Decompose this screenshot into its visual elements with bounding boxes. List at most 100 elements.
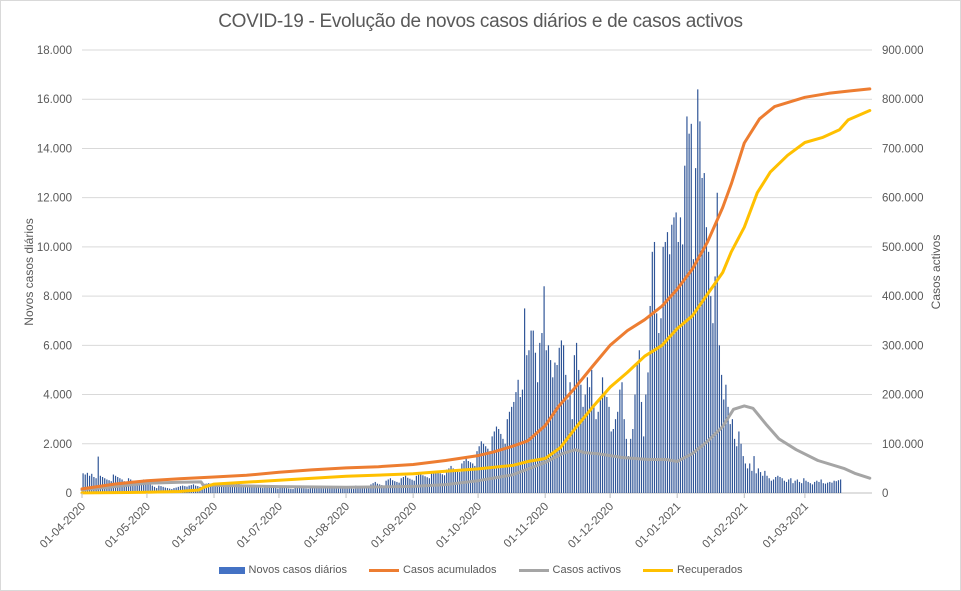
bar-novos-casos [627,456,630,493]
bar-novos-casos [790,478,792,493]
bar-novos-casos [472,463,474,493]
bar-novos-casos [794,480,796,493]
bar-novos-casos [621,382,623,493]
bar-novos-casos [84,474,86,493]
bar-novos-casos [660,318,662,493]
bar-novos-casos [82,473,84,493]
bar-novos-casos [749,463,751,493]
y-tick-label: 16.000 [37,94,72,106]
bar-novos-casos [554,362,556,493]
bar-novos-casos [671,224,673,493]
bar-novos-casos [738,431,740,493]
bar-novos-casos [324,486,327,493]
legend-item: Novos casos diários [218,564,347,576]
bar-novos-casos [439,473,441,493]
bar-novos-casos [190,485,192,493]
bar-novos-casos [775,477,777,493]
bar-novos-casos [294,486,296,493]
bar-novos-casos [578,369,580,493]
bar-novos-casos [158,485,160,493]
bar-novos-casos [435,470,437,493]
bar-novos-casos [136,483,138,493]
bar-novos-casos [316,487,318,493]
bar-novos-casos [777,475,779,493]
bar-novos-casos [255,486,257,493]
bar-novos-casos [744,463,746,493]
bar-novos-casos [792,483,794,493]
bar-novos-casos [658,333,660,493]
bar-novos-casos [379,484,381,493]
y2-tick-label: 500.000 [882,242,924,254]
bar-novos-casos [218,484,221,493]
bar-novos-casos [236,483,238,493]
bar-novos-casos [162,486,164,493]
bar-novos-casos [149,484,151,493]
bar-novos-casos [99,475,101,493]
bar-novos-casos [140,484,143,493]
bar-novos-casos [233,484,236,493]
bar-novos-casos [452,468,454,493]
bar-novos-casos [703,173,705,494]
bar-novos-casos [617,411,619,493]
bar-novos-casos [539,342,541,493]
bar-novos-casos [781,478,783,493]
bar-novos-casos [123,481,125,493]
bar-novos-casos [682,244,684,493]
bar-novos-casos [690,123,692,493]
bar-novos-casos [513,401,515,493]
bar-novos-casos [203,485,205,493]
bar-novos-casos [835,481,837,493]
line-series [80,87,872,495]
bar-novos-casos [272,487,275,493]
bar-novos-casos [714,276,716,493]
y-tick-label: 2.000 [43,439,72,451]
bar-novos-casos [567,399,569,493]
y2-tick-label: 900.000 [882,45,924,57]
y2-tick-label: 700.000 [882,143,924,155]
legend-label: Novos casos diários [248,564,347,576]
bar-novos-casos [610,431,612,493]
x-tick-label: 01-04-2020 [38,501,88,551]
legend-label: Casos acumulados [402,564,497,576]
bar-novos-casos [281,487,283,493]
bar-novos-casos [811,484,814,493]
bar-novos-casos [805,480,807,493]
bar-novos-casos [705,227,708,493]
y-tick-label: 12.000 [37,193,72,205]
bar-novos-casos [240,484,242,493]
bar-novos-casos [560,340,563,493]
bar-novos-casos [309,488,311,493]
bar-novos-casos [463,461,465,493]
bar-novos-casos [524,308,526,493]
bar-novos-casos [582,406,584,493]
x-tick-label: 01-07-2020 [235,501,285,551]
y2-tick-label: 100.000 [882,439,924,451]
y2-tick-label: 200.000 [882,390,924,402]
bar-novos-casos [591,369,593,493]
y2-tick-label: 800.000 [882,94,924,106]
bar-novos-casos [768,478,770,493]
bar-novos-casos [766,475,768,493]
bar-novos-casos [753,456,755,493]
bar-novos-casos [556,365,558,493]
bar-novos-casos [446,469,448,493]
bar-novos-casos [179,486,182,493]
bar-novos-casos [491,436,493,493]
bar-novos-casos [97,456,99,493]
bar-novos-casos [363,487,366,493]
bar-novos-casos [314,486,316,493]
bar-novos-casos [268,486,270,493]
bar-novos-casos [214,485,216,493]
bar-novos-casos [675,212,677,493]
bar-novos-casos [643,436,645,493]
bar-novos-casos [143,479,145,493]
bar-novos-casos [686,116,688,493]
bar-novos-casos [809,483,811,493]
bar-novos-casos [541,333,543,493]
bar-novos-casos [623,419,625,493]
bar-novos-casos [534,352,537,493]
bar-novos-casos [562,345,565,493]
bar-novos-casos [506,419,508,493]
legend-label: Recuperados [677,564,743,576]
bar-novos-casos [772,479,775,493]
